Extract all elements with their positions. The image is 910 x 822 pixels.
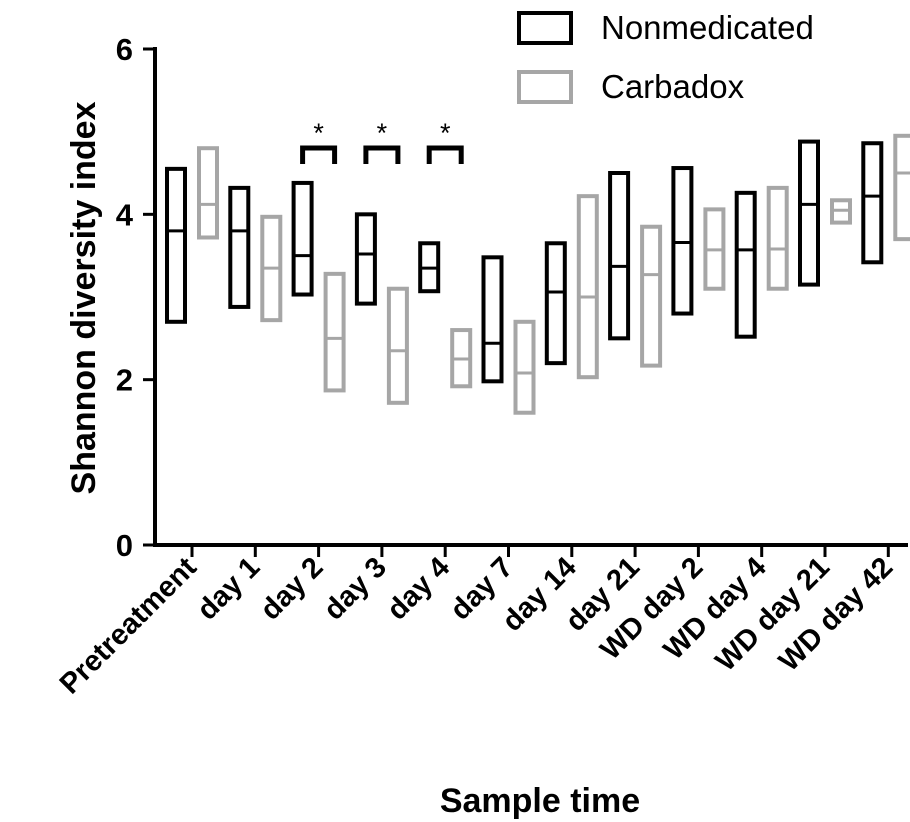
legend-label-carbadox: Carbadox [601,68,745,105]
legend: Nonmedicated Carbadox [517,9,814,105]
box-carbadox-day-7 [513,319,536,415]
box-carbadox-day-3 [386,286,409,405]
box-carbadox-day-21 [640,224,663,368]
x-tick-label-day-2: day 2 [254,551,329,626]
box-nonmedicated-day-21 [608,171,631,341]
box-carbadox-day-14 [576,194,599,380]
x-tick-label-day-1: day 1 [191,551,266,626]
legend-swatch-nonmedicated [517,11,573,45]
significance-bracket-day-2 [300,145,338,164]
significance-bracket-day-4 [426,145,464,164]
y-tick-label-0: 0 [116,528,133,563]
x-tick-label-pretreatment: Pretreatment [54,551,203,700]
y-tick-label-6: 6 [116,32,133,67]
x-tick-label-day-4: day 4 [381,551,456,626]
box-nonmedicated-wd-day-4 [734,190,757,339]
box-nonmedicated-wd-day-2 [671,166,694,316]
legend-swatch-carbadox [517,70,573,104]
box-carbadox-pretreatment [197,146,219,240]
legend-label-nonmedicated: Nonmedicated [601,9,814,46]
box-nonmedicated-wd-day-21 [798,139,820,287]
box-carbadox-day-2 [323,271,346,393]
box-nonmedicated-day-1 [228,185,251,309]
box-nonmedicated-wd-day-42 [861,141,884,265]
y-axis-title: Shannon diversity index [65,101,103,494]
box-carbadox-wd-day-4 [766,185,789,291]
significance-bracket-day-3 [363,145,401,164]
significance-star-day-2: * [313,118,324,148]
box-nonmedicated-day-2 [291,180,314,297]
box-nonmedicated-pretreatment [165,166,187,324]
y-tick-label-4: 4 [116,197,134,232]
box-carbadox-wd-day-42 [893,133,910,242]
y-tick-label-2: 2 [116,363,133,398]
significance-star-day-4: * [440,118,451,148]
x-tick-label-day-3: day 3 [318,551,393,626]
x-axis-title: Sample time [440,782,640,820]
box-nonmedicated-day-14 [544,241,567,366]
box-nonmedicated-day-7 [481,255,504,384]
box-nonmedicated-day-3 [354,212,377,306]
significance-star-day-3: * [377,118,388,148]
